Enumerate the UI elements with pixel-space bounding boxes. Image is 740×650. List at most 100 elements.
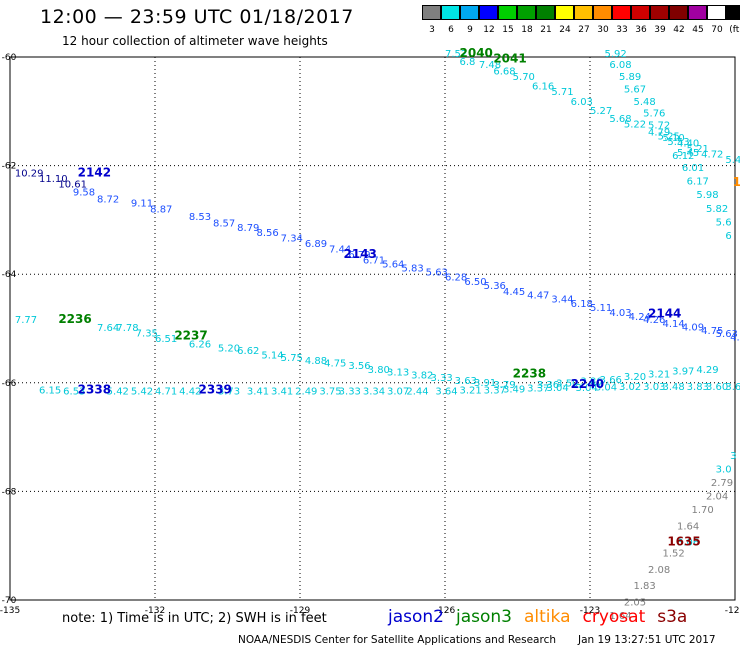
wave-height-value: 3.04 xyxy=(547,383,569,394)
wave-height-value: 3.21 xyxy=(460,386,482,397)
wave-height-value: 6.26 xyxy=(189,340,211,351)
colorbar-swatch xyxy=(574,5,593,20)
wave-height-value: 5.82 xyxy=(706,204,728,215)
wave-height-value: 5.10 xyxy=(663,133,685,144)
wave-height-value: 3.04 xyxy=(576,383,598,394)
wave-height-value: 3.02 xyxy=(619,382,641,393)
wave-height-value: 5.42 xyxy=(131,387,153,398)
wave-height-value: 3.13 xyxy=(387,368,409,379)
wave-height-value: 3.03 xyxy=(643,382,665,393)
pass-id-label: 1635 xyxy=(667,535,700,549)
pass-id-label: 2238 xyxy=(513,366,546,380)
colorbar-swatch xyxy=(726,5,740,20)
x-tick-label: -132 xyxy=(145,606,165,616)
wave-height-value: 6.17 xyxy=(687,177,709,188)
map-subtitle: 12 hour collection of altimeter wave hei… xyxy=(62,34,328,48)
colorbar-label: 42 xyxy=(673,25,685,35)
wave-height-value: 4.14 xyxy=(663,319,685,330)
wave-height-value: 3.91 xyxy=(474,378,496,389)
x-tick-label: -135 xyxy=(0,606,20,616)
wave-height-value: 3.82 xyxy=(411,370,433,381)
map-frame xyxy=(9,56,736,601)
wave-height-value: 3.48 xyxy=(663,382,685,393)
colorbar-swatch xyxy=(555,5,574,20)
wave-height-value: 1.64 xyxy=(609,611,631,622)
wave-height-value: 9.58 xyxy=(73,187,95,198)
wave-height-value: 5.89 xyxy=(619,72,641,83)
wave-height-value: 3.60 xyxy=(706,382,728,393)
wave-height-value: 5.76 xyxy=(643,109,665,120)
pass-id-label: 2237 xyxy=(174,328,207,342)
wave-height-value: 5.71 xyxy=(551,87,573,98)
wave-height-value: 5.70 xyxy=(513,72,535,83)
wave-height-value: 3.63 xyxy=(455,376,477,387)
wave-height-value: 2.05 xyxy=(624,597,646,608)
wave-height-value: 2.79 xyxy=(711,478,733,489)
wave-height-value: 5.63 xyxy=(716,329,738,340)
wave-height-value: 3.41 xyxy=(271,387,293,398)
wave-height-value: 3.97 xyxy=(672,367,694,378)
wave-height-value: 4.26 xyxy=(643,315,665,326)
colorbar-label: 33 xyxy=(616,25,628,35)
colorbar-label: 45 xyxy=(692,25,704,35)
wave-height-value: 3.20 xyxy=(624,372,646,383)
wave-height-value: 4.88 xyxy=(305,356,327,367)
x-tick-label: -123 xyxy=(580,606,600,616)
wave-height-value: 2.08 xyxy=(648,565,670,576)
x-tick-label: -120 xyxy=(725,606,740,616)
wave-height-value: 10.29 xyxy=(15,168,44,179)
colorbar-swatch xyxy=(422,5,441,20)
generation-timestamp: Jan 19 13:27:51 UTC 2017 xyxy=(578,634,716,646)
wave-height-value: 5.75 xyxy=(281,353,303,364)
wave-height-value: 5.42 xyxy=(107,387,129,398)
wave-height-value: 7.64 xyxy=(97,323,119,334)
wave-height-value: 4.09 xyxy=(682,323,704,334)
x-tick-label: -126 xyxy=(435,606,456,616)
colorbar-swatch xyxy=(460,5,479,20)
wave-height-value: 4.29 xyxy=(696,365,718,376)
wave-height-value: 3.07 xyxy=(387,387,409,398)
wave-height-value: 4. xyxy=(730,332,740,343)
wave-height-value: 3.37 xyxy=(527,383,549,394)
wave-height-value: 6.62 xyxy=(237,346,259,357)
wave-height-value: 2.44 xyxy=(406,387,428,398)
wave-height-value: 6.71 xyxy=(363,255,385,266)
wave-height-value: 7.44 xyxy=(329,244,351,255)
wave-height-value: 4.79 xyxy=(648,128,670,139)
wave-height-value: 4.71 xyxy=(155,387,177,398)
colorbar-label: 36 xyxy=(635,25,647,35)
wave-height-value: 3 xyxy=(730,451,736,462)
pass-id-label: 2240 xyxy=(571,377,604,391)
colorbar-label: 24 xyxy=(559,25,571,35)
wave-height-value: 4.75 xyxy=(701,326,723,337)
wave-height-value: 5.14 xyxy=(261,350,283,361)
wave-height-value: 8.53 xyxy=(189,212,211,223)
satellite-legend-item: cryosat xyxy=(582,607,646,627)
wave-height-value: 10.61 xyxy=(58,179,87,190)
wave-height-value: 5.67 xyxy=(624,84,646,95)
wave-height-value: 6.50 xyxy=(464,277,486,288)
colorbar-label: 12 xyxy=(483,25,495,35)
wave-height-value: 5.36 xyxy=(484,281,506,292)
wave-height-value: 5.98 xyxy=(696,190,718,201)
wave-height-value: 5.68 xyxy=(609,114,631,125)
wave-height-value: 3.50 xyxy=(556,379,578,390)
wave-height-value: 4.45 xyxy=(503,287,525,298)
wave-height-value: 3.79 xyxy=(493,380,515,391)
wave-height-value: 4.40 xyxy=(677,139,699,150)
wave-height-value: 6.03 xyxy=(571,97,593,108)
wave-height-value: 3.86 xyxy=(580,376,602,387)
credit-line: NOAA/NESDIS Center for Satellite Applica… xyxy=(238,634,556,646)
wave-height-value: 1.52 xyxy=(663,549,685,560)
colorbar-label: 6 xyxy=(448,25,454,35)
wave-height-value: 7.77 xyxy=(15,315,37,326)
wave-height-value: 5.64 xyxy=(382,260,404,271)
wave-height-value: 8.72 xyxy=(97,195,119,206)
wave-height-value: 8.56 xyxy=(257,228,279,239)
pass-id-label: 2338 xyxy=(78,383,111,397)
wave-height-value: 3.06 xyxy=(677,538,699,549)
wave-height-value: 4.24 xyxy=(629,312,651,323)
colorbar-label: 30 xyxy=(597,25,609,35)
x-tick-label: -129 xyxy=(290,606,311,616)
satellite-legend-item: jason2 xyxy=(388,607,444,627)
